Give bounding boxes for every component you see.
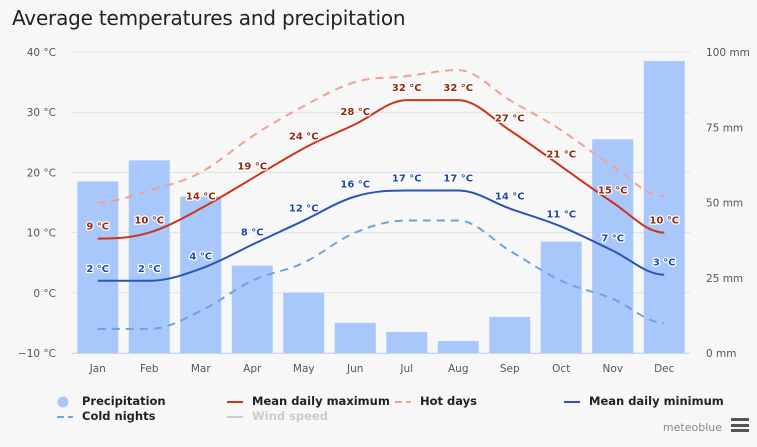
legend-label: Wind speed bbox=[252, 409, 328, 423]
precipitation-bar bbox=[334, 322, 376, 353]
left-axis-tick-label: 10 °C bbox=[27, 228, 56, 240]
data-label: 9 °C bbox=[86, 222, 109, 233]
legend-item-mean-daily-minimum[interactable]: Mean daily minimum bbox=[563, 394, 724, 408]
chart-plot: 40 °C 30 °C 20 °C 10 °C 0 °C −10 °C 100 mm 75 m… bbox=[18, 47, 750, 375]
x-axis-tick-label: May bbox=[293, 363, 315, 375]
line-icon bbox=[563, 396, 583, 406]
mean-daily-maximum-line bbox=[97, 99, 665, 240]
data-label: 32 °C bbox=[392, 83, 422, 94]
legend-item-cold-nights[interactable]: Cold nights bbox=[56, 409, 155, 423]
data-label: 11 °C bbox=[546, 210, 576, 221]
data-label: 21 °C bbox=[546, 149, 576, 160]
data-label: 12 °C bbox=[289, 204, 319, 215]
precipitation-bar bbox=[437, 340, 479, 353]
left-axis-tick-label: 0 °C bbox=[33, 288, 56, 300]
data-label: 24 °C bbox=[289, 131, 319, 142]
hot-days-line bbox=[97, 69, 665, 204]
precipitation-bar bbox=[231, 265, 273, 353]
right-axis-tick-label: 100 mm bbox=[706, 47, 750, 59]
legend-item-hot-days[interactable]: Hot days bbox=[394, 394, 477, 408]
precipitation-bar bbox=[592, 139, 634, 353]
dashed-line-icon bbox=[56, 411, 76, 421]
legend-label: Mean daily maximum bbox=[252, 394, 390, 408]
x-axis-tick-label: Feb bbox=[140, 363, 159, 375]
x-axis-tick-label: Jan bbox=[89, 363, 106, 375]
data-label: 2 °C bbox=[86, 264, 109, 275]
line-icon bbox=[226, 411, 246, 421]
data-label: 7 °C bbox=[601, 234, 624, 245]
data-label: 2 °C bbox=[138, 264, 161, 275]
x-axis-tick-label: Aug bbox=[448, 363, 469, 375]
data-label: 28 °C bbox=[340, 107, 370, 118]
x-axis-tick-label: Mar bbox=[191, 363, 211, 375]
x-axis-tick-label: Oct bbox=[552, 363, 570, 375]
data-label: 8 °C bbox=[241, 228, 264, 239]
legend-item-mean-daily-maximum[interactable]: Mean daily maximum bbox=[226, 394, 390, 408]
x-axis-tick-label: Dec bbox=[654, 363, 675, 375]
x-axis-tick-label: Jul bbox=[399, 363, 413, 375]
legend-label: Precipitation bbox=[82, 394, 166, 408]
data-label: 19 °C bbox=[237, 161, 267, 172]
data-label: 32 °C bbox=[443, 83, 473, 94]
data-label: 4 °C bbox=[189, 252, 212, 263]
legend-label: Mean daily minimum bbox=[589, 394, 724, 408]
mean-daily-minimum-line bbox=[97, 189, 665, 282]
legend-item-precipitation[interactable]: Precipitation bbox=[56, 394, 166, 408]
precipitation-bar bbox=[540, 241, 582, 353]
cold-nights-line bbox=[97, 219, 665, 330]
data-label: 27 °C bbox=[495, 113, 525, 124]
left-axis-tick-label: 20 °C bbox=[27, 167, 56, 179]
x-axis-tick-label: Jun bbox=[346, 363, 363, 375]
left-axis-tick-label: 40 °C bbox=[27, 47, 56, 59]
data-label: 16 °C bbox=[340, 179, 370, 190]
data-label: 10 °C bbox=[134, 216, 164, 227]
legend-label: Cold nights bbox=[82, 409, 156, 423]
legend-item-wind-speed[interactable]: Wind speed bbox=[226, 409, 328, 423]
precipitation-bar bbox=[180, 196, 222, 353]
dashed-line-icon bbox=[394, 396, 414, 406]
circle-icon bbox=[56, 396, 76, 408]
chart-title: Average temperatures and precipitation bbox=[12, 6, 406, 30]
hamburger-menu-icon[interactable] bbox=[731, 418, 749, 434]
data-label: 17 °C bbox=[392, 173, 422, 184]
data-label: 14 °C bbox=[186, 192, 216, 203]
data-label: 3 °C bbox=[653, 258, 676, 269]
data-label: 17 °C bbox=[443, 173, 473, 184]
credit-link[interactable]: meteoblue bbox=[662, 421, 722, 434]
right-axis-tick-label: 25 mm bbox=[706, 273, 743, 285]
data-label: 14 °C bbox=[495, 192, 525, 203]
right-axis-tick-label: 50 mm bbox=[706, 198, 743, 210]
right-axis-tick-label: 0 mm bbox=[706, 348, 736, 360]
data-label: 10 °C bbox=[649, 216, 679, 227]
precipitation-bar bbox=[643, 61, 685, 353]
legend: Precipitation Mean daily maximum Hot day… bbox=[0, 392, 757, 426]
x-axis-tick-label: Nov bbox=[603, 363, 624, 375]
legend-label: Hot days bbox=[420, 394, 478, 408]
precipitation-bar bbox=[77, 181, 119, 353]
left-axis-tick-label: −10 °C bbox=[18, 348, 56, 360]
data-label: 15 °C bbox=[598, 186, 628, 197]
line-icon bbox=[226, 396, 246, 406]
left-axis-tick-label: 30 °C bbox=[27, 107, 56, 119]
precipitation-bar bbox=[386, 331, 428, 353]
right-axis-tick-label: 75 mm bbox=[706, 122, 743, 134]
x-axis-tick-label: Apr bbox=[243, 363, 262, 375]
precipitation-bar bbox=[283, 292, 325, 353]
precipitation-bar bbox=[128, 160, 170, 353]
precipitation-bar bbox=[489, 316, 531, 353]
x-axis-tick-label: Sep bbox=[500, 363, 520, 375]
